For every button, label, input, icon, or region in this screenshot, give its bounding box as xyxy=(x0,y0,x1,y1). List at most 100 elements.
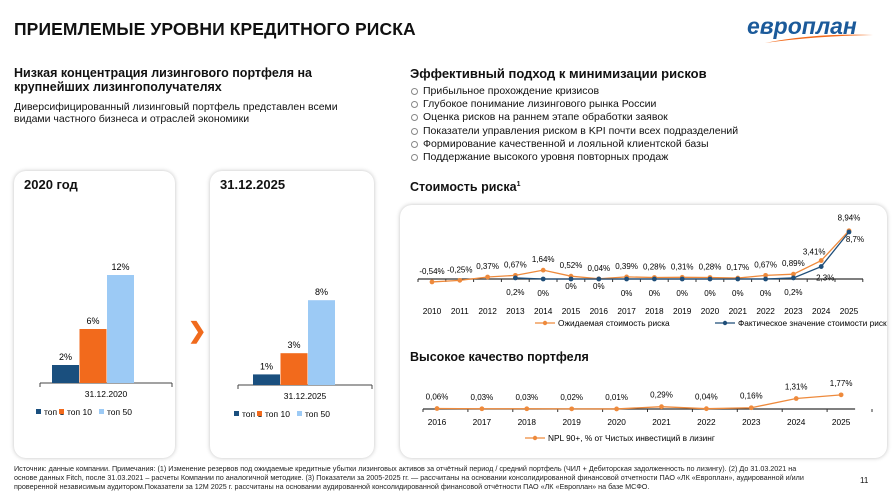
card-2025: 31.12.2025 1% 3% 8% 31.12.2025 топ 1 топ 10 то… xyxy=(210,171,374,458)
data-label: 8,94% xyxy=(838,214,861,223)
data-label: 0,31% xyxy=(671,262,694,271)
data-point xyxy=(818,258,824,263)
x-tick-label: 2017 xyxy=(473,417,492,427)
concentration-description: Диверсифицированный лизинговый портфель … xyxy=(14,101,338,125)
data-label: 1% xyxy=(260,361,273,371)
x-tick-label: 2022 xyxy=(756,306,775,316)
data-label: 0,29% xyxy=(650,391,673,400)
x-tick-label: 2024 xyxy=(812,306,831,316)
data-label: 0% xyxy=(649,289,661,298)
bar-chart-2020: 2% 6% 12% 31.12.2020 топ 1 топ 10 топ 50 xyxy=(36,262,173,417)
data-point xyxy=(704,406,709,412)
concentration-subtitle: Низкая концентрация лизингового портфеля… xyxy=(14,66,312,94)
x-tick-label: 2022 xyxy=(697,417,716,427)
data-point xyxy=(513,275,518,281)
x-tick-label: 2020 xyxy=(701,306,720,316)
category-label: 31.12.2025 xyxy=(284,391,327,401)
data-label: 0% xyxy=(565,282,577,291)
bar-топ-10 xyxy=(280,353,308,385)
data-point xyxy=(838,392,844,398)
x-tick-label: 2023 xyxy=(784,306,803,316)
data-label: 0,02% xyxy=(560,393,583,402)
data-point xyxy=(624,276,629,282)
data-label: 0,06% xyxy=(426,393,449,402)
data-label: 8,7% xyxy=(846,235,864,244)
data-label: 0,37% xyxy=(476,262,499,271)
card-title: 31.12.2025 xyxy=(220,177,286,192)
data-point xyxy=(434,406,440,411)
legend-text: Ожидаемая стоимость риска xyxy=(558,318,670,328)
x-tick-label: 2010 xyxy=(423,306,442,316)
x-tick-label: 2018 xyxy=(518,417,537,427)
x-tick-label: 2025 xyxy=(832,417,851,427)
footnotes: Источник: данные компании. Примечания: (… xyxy=(14,464,804,491)
data-point xyxy=(568,276,574,282)
legend-label: топ 50 xyxy=(305,409,330,419)
x-tick-label: 2019 xyxy=(562,417,581,427)
data-label: -0,54% xyxy=(419,267,444,276)
data-point xyxy=(707,276,713,282)
data-label: 0,03% xyxy=(515,393,538,402)
risk-approach-heading: Эффективный подход к минимизации рисков xyxy=(410,66,707,81)
legend-label: топ 10 xyxy=(67,407,92,417)
data-label: 0% xyxy=(704,289,716,298)
data-point xyxy=(763,276,768,282)
data-label: 8% xyxy=(315,287,328,297)
x-tick-label: 2014 xyxy=(534,306,553,316)
legend-label: Ожидаемая стоимость риска xyxy=(558,318,670,328)
x-tick-label: 2025 xyxy=(840,306,859,316)
legend-label: топ 1 xyxy=(242,409,262,419)
data-label: 0% xyxy=(732,289,744,298)
list-item: Оценка рисков на раннем этапе обработки … xyxy=(410,111,738,124)
x-tick-label: 2016 xyxy=(428,417,447,427)
page-title: ПРИЕМЛЕМЫЕ УРОВНИ КРЕДИТНОГО РИСКА xyxy=(14,19,416,39)
series-line-0 xyxy=(436,394,842,410)
data-label: 1,77% xyxy=(830,379,853,388)
x-tick-label: 2020 xyxy=(607,417,626,427)
data-label: 0% xyxy=(676,289,688,298)
data-label: 0,28% xyxy=(643,262,666,271)
x-tick-label: 2021 xyxy=(729,306,748,316)
data-label: -0,25% xyxy=(447,265,472,274)
line-charts: 2010 2011 2012 2013 2014 2015 2016 2017 2018 2019… xyxy=(417,214,887,443)
legend-swatch xyxy=(297,411,302,416)
data-label: 0,03% xyxy=(471,393,494,402)
data-point xyxy=(614,406,619,412)
data-point xyxy=(846,229,852,235)
data-label: 2,3% xyxy=(816,274,834,283)
legend-swatch xyxy=(234,411,239,416)
data-label: 0,52% xyxy=(560,261,583,270)
data-point xyxy=(540,276,546,282)
data-point xyxy=(748,405,754,411)
legend-label: топ 10 xyxy=(265,409,290,419)
data-point xyxy=(569,406,575,412)
data-point xyxy=(479,406,485,412)
card-2020: 2020 год 2% 6% 12% 31.12.2020 топ 1 топ 10 топ… xyxy=(14,171,175,458)
x-tick-label: 2011 xyxy=(451,306,469,316)
x-tick-label: 2017 xyxy=(617,306,636,316)
data-label: 0% xyxy=(593,282,605,291)
legend-swatch xyxy=(99,409,104,414)
data-point xyxy=(524,406,530,412)
data-point xyxy=(818,264,824,269)
data-point xyxy=(791,271,796,277)
europlan-logo: европлан xyxy=(747,14,873,43)
x-tick-label: 2018 xyxy=(645,306,664,316)
series-line-0 xyxy=(431,230,850,283)
data-label: 0,89% xyxy=(782,259,805,268)
data-point xyxy=(735,276,741,282)
data-point xyxy=(652,276,657,282)
legend-marker xyxy=(722,320,728,326)
data-label: 0,2% xyxy=(506,288,524,297)
data-label: 0% xyxy=(760,289,772,298)
footnote-marker: 1 xyxy=(516,180,521,188)
data-label: 1,31% xyxy=(785,383,808,392)
legend-marker xyxy=(542,320,548,326)
bar-топ-50 xyxy=(107,275,134,383)
cost-of-risk-heading: Стоимость риска1 xyxy=(410,180,520,194)
data-label: 0,16% xyxy=(740,392,763,401)
list-item: Глубокое понимание лизингового рынка Рос… xyxy=(410,98,738,111)
x-tick-label: 2023 xyxy=(742,417,761,427)
category-label: 31.12.2020 xyxy=(85,389,128,399)
